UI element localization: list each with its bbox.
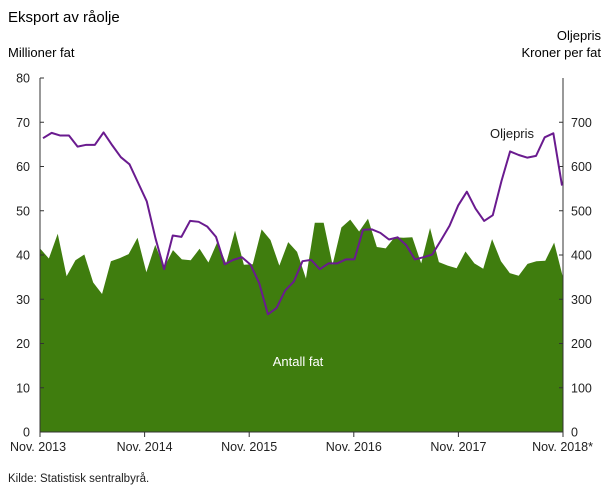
right-axis-title-line-1: Oljepris — [557, 28, 602, 43]
area-antall-fat — [40, 218, 563, 432]
left-tick-label: 80 — [16, 72, 30, 86]
right-tick-label: 400 — [571, 249, 592, 263]
left-tick-label: 20 — [16, 337, 30, 351]
line-series — [42, 131, 563, 316]
x-tick-label: Nov. 2013 — [10, 440, 66, 454]
x-tick-label: Nov. 2017 — [430, 440, 486, 454]
right-tick-label: 300 — [571, 293, 592, 307]
right-tick-label: 700 — [571, 116, 592, 130]
x-tick-label: Nov. 2018* — [532, 440, 593, 454]
left-tick-label: 30 — [16, 293, 30, 307]
left-tick-label: 60 — [16, 160, 30, 174]
left-tick-label: 50 — [16, 204, 30, 218]
left-tick-label: 10 — [16, 381, 30, 395]
right-axis-title-line-2: Kroner per fat — [522, 45, 602, 60]
right-tick-label: 500 — [571, 204, 592, 218]
x-tick-label: Nov. 2014 — [117, 440, 173, 454]
area-series — [40, 218, 563, 432]
source-note: Kilde: Statistisk sentralbyrå. — [8, 473, 149, 485]
left-tick-label: 70 — [16, 116, 30, 130]
left-axis-title: Millioner fat — [8, 45, 75, 60]
right-tick-label: 0 — [571, 426, 578, 440]
area-series-label: Antall fat — [273, 354, 324, 369]
x-tick-label: Nov. 2015 — [221, 440, 277, 454]
line-series-label: Oljepris — [490, 126, 535, 141]
right-tick-label: 600 — [571, 160, 592, 174]
line-oljepris — [42, 131, 563, 316]
left-tick-label: 0 — [23, 426, 30, 440]
axes: 0 10 20 30 40 50 60 70 80 0 100 200 300 400 500 600 700 N… — [10, 72, 593, 455]
left-tick-label: 40 — [16, 249, 30, 263]
right-tick-label: 200 — [571, 337, 592, 351]
series-labels: Antall fat Oljepris — [273, 126, 535, 369]
x-tick-label: Nov. 2016 — [326, 440, 382, 454]
right-tick-label: 100 — [571, 381, 592, 395]
chart-title: Eksport av råolje — [8, 9, 120, 26]
